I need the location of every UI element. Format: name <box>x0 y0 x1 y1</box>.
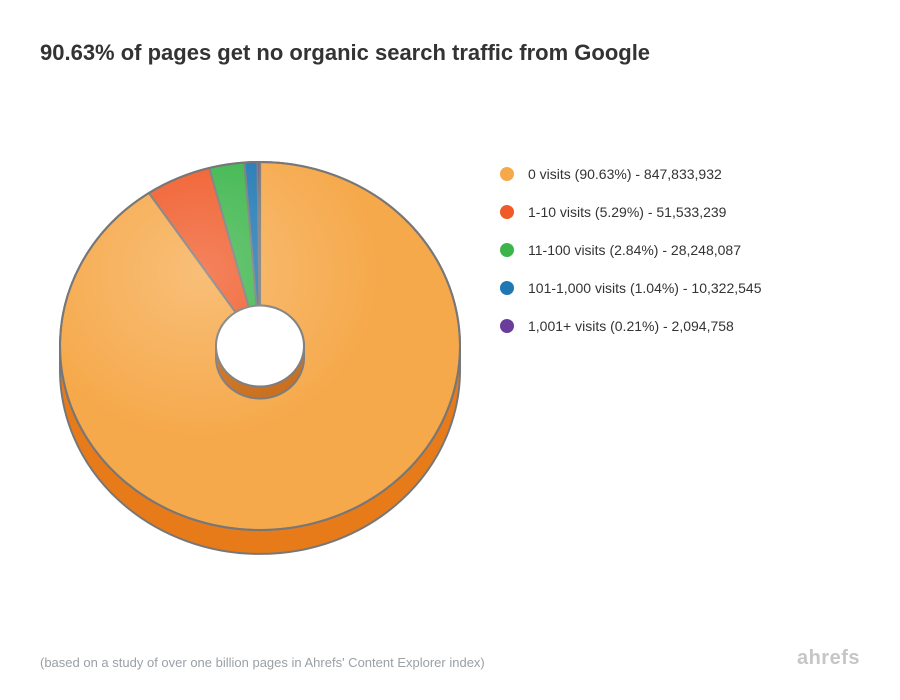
caption-text: (based on a study of over one billion pa… <box>40 655 485 670</box>
legend-item: 1,001+ visits (0.21%) - 2,094,758 <box>500 318 761 334</box>
legend: 0 visits (90.63%) - 847,833,932 1-10 visi… <box>480 86 761 334</box>
donut-chart <box>40 86 480 606</box>
legend-label: 1,001+ visits (0.21%) - 2,094,758 <box>528 318 734 334</box>
legend-label: 101-1,000 visits (1.04%) - 10,322,545 <box>528 280 761 296</box>
legend-item: 1-10 visits (5.29%) - 51,533,239 <box>500 204 761 220</box>
legend-label: 11-100 visits (2.84%) - 28,248,087 <box>528 242 741 258</box>
infographic-frame: 90.63% of pages get no organic search tr… <box>0 0 900 700</box>
legend-item: 11-100 visits (2.84%) - 28,248,087 <box>500 242 761 258</box>
legend-item: 0 visits (90.63%) - 847,833,932 <box>500 166 761 182</box>
legend-swatch <box>500 243 514 257</box>
legend-swatch <box>500 205 514 219</box>
footer: (based on a study of over one billion pa… <box>40 647 860 670</box>
legend-swatch <box>500 281 514 295</box>
content-row: 0 visits (90.63%) - 847,833,932 1-10 visi… <box>40 86 860 606</box>
chart-title: 90.63% of pages get no organic search tr… <box>40 40 860 66</box>
legend-item: 101-1,000 visits (1.04%) - 10,322,545 <box>500 280 761 296</box>
brand-logo: ahrefs <box>797 647 860 670</box>
legend-swatch <box>500 319 514 333</box>
legend-label: 1-10 visits (5.29%) - 51,533,239 <box>528 204 726 220</box>
legend-label: 0 visits (90.63%) - 847,833,932 <box>528 166 722 182</box>
legend-swatch <box>500 167 514 181</box>
